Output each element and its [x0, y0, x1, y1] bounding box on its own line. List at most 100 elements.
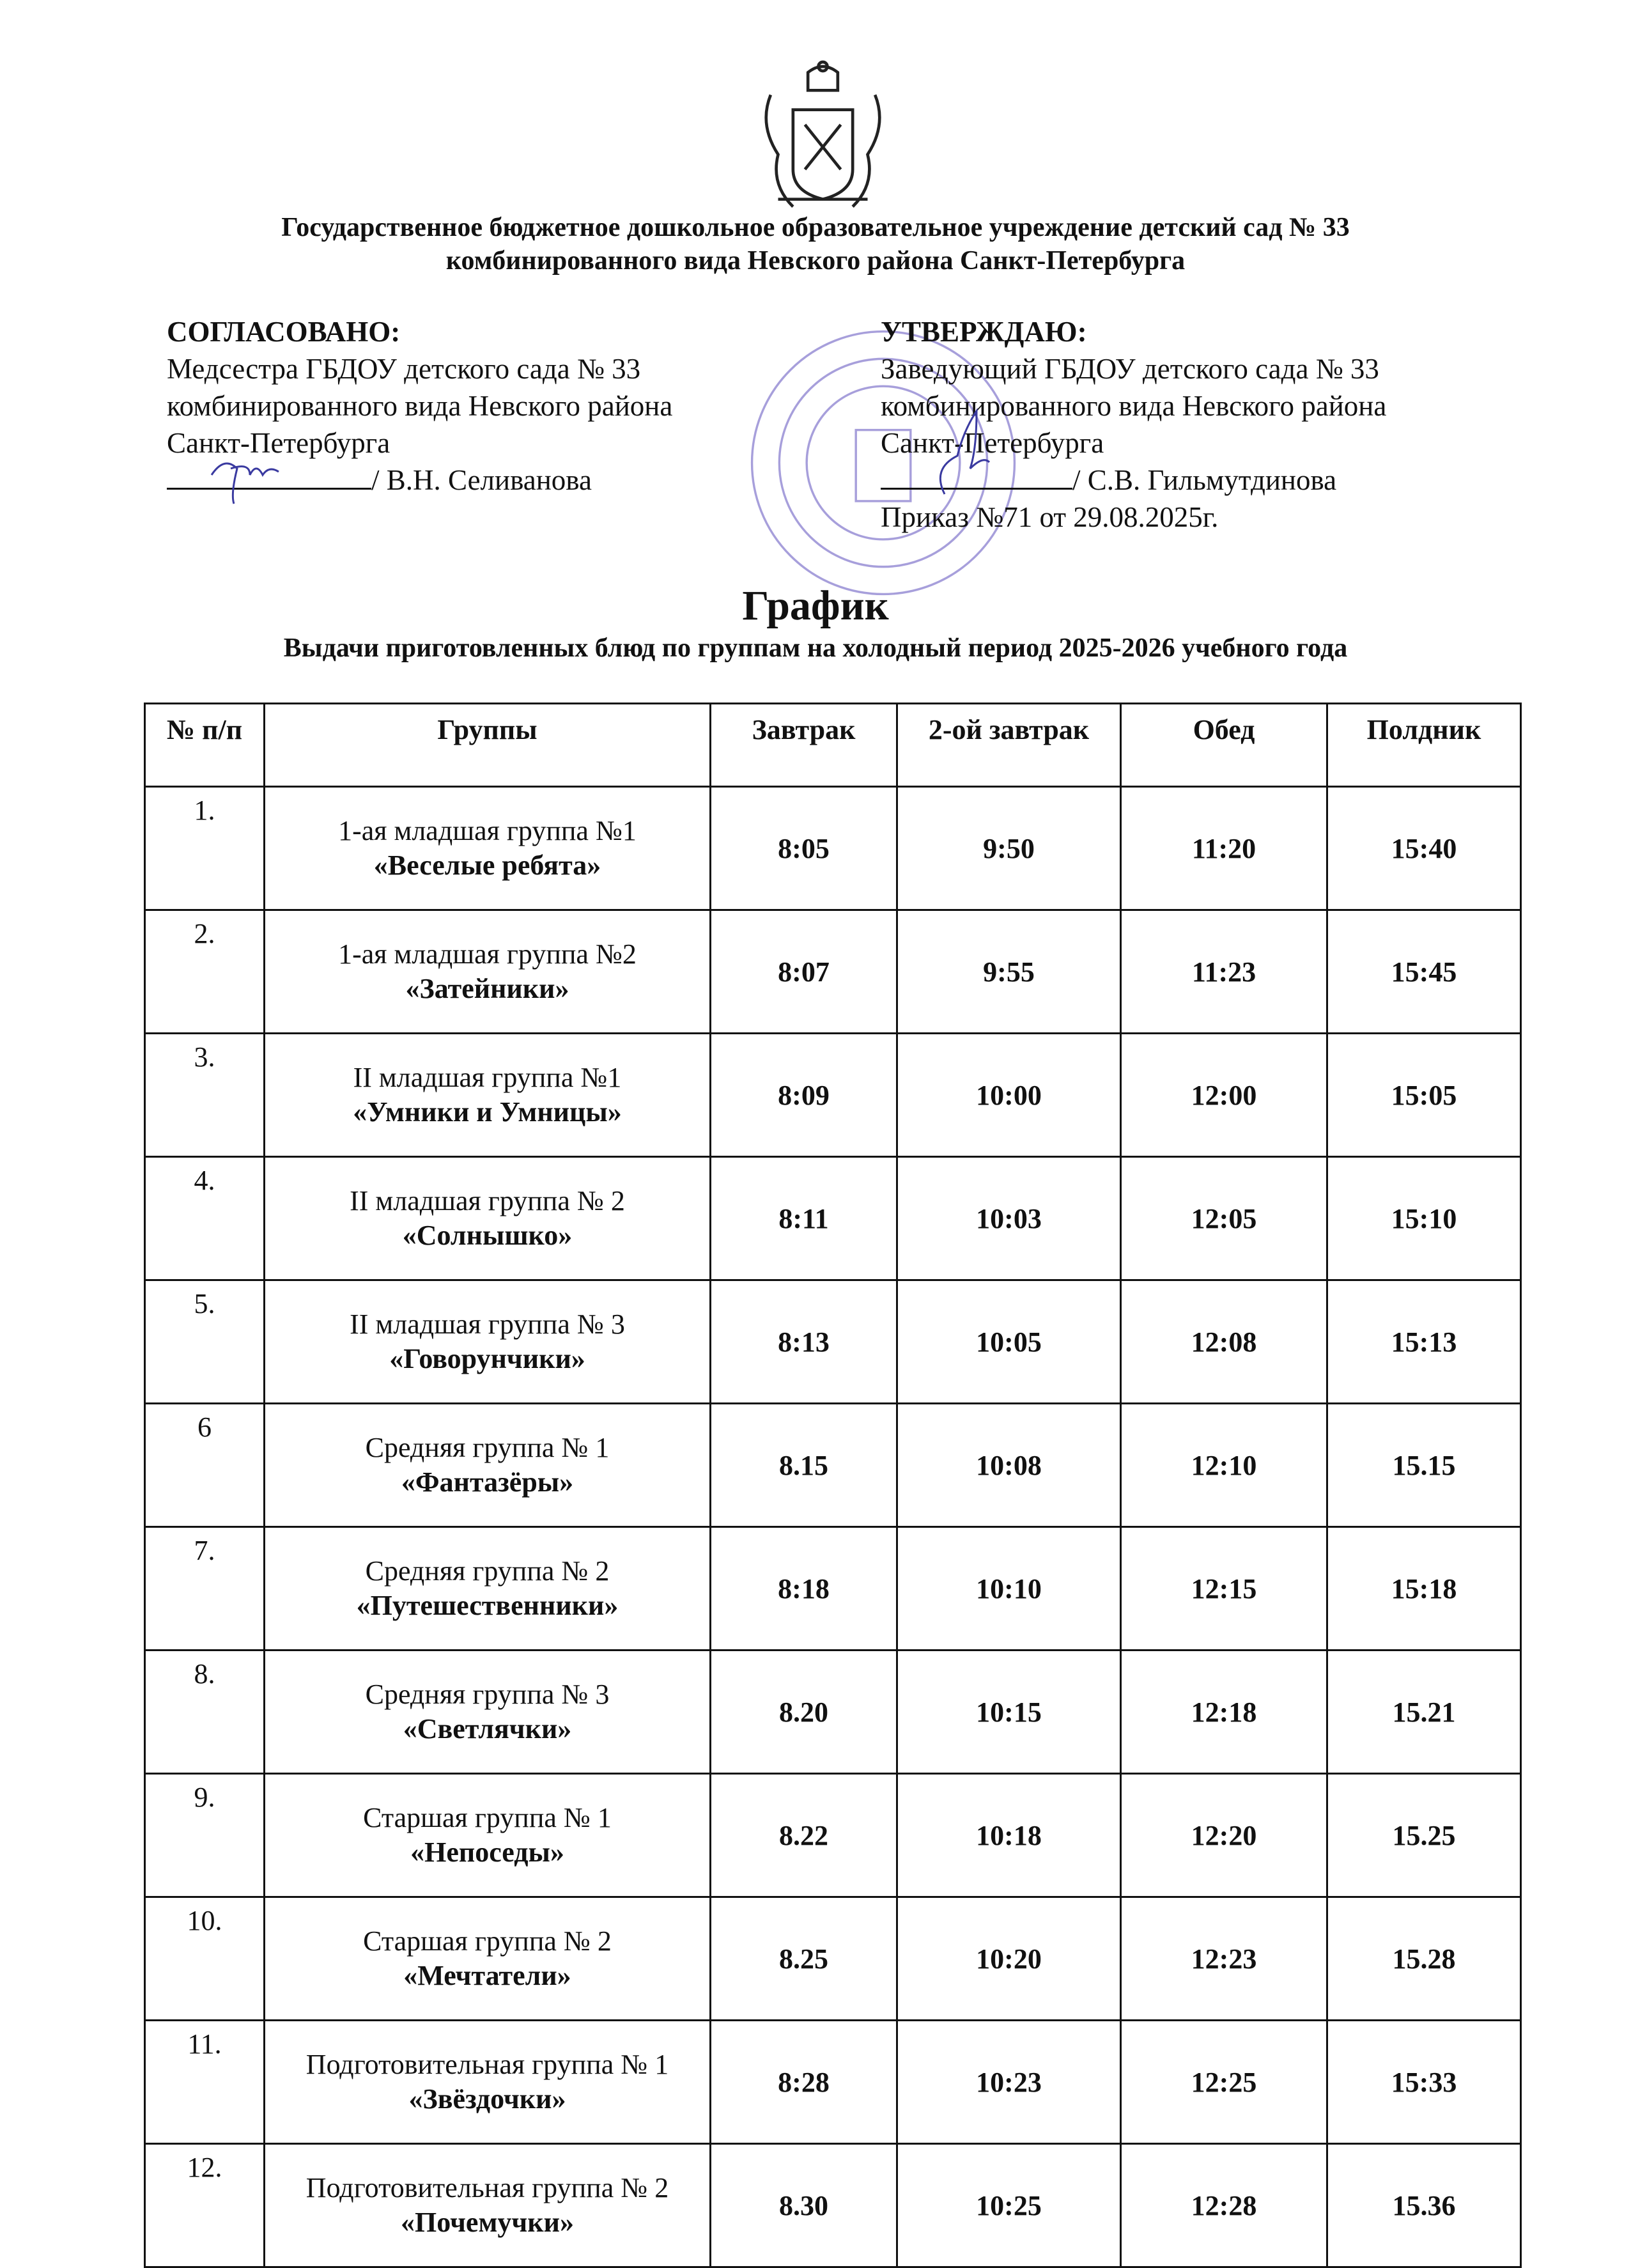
table-row: 11. Подготовительная группа № 1 «Звёздочки… — [144, 2019, 1522, 2145]
lunch-time: 12:25 — [1120, 2019, 1328, 2145]
agreed-line3: Санкт-Петербурга — [167, 427, 390, 459]
snack-time: 15:05 — [1326, 1032, 1522, 1158]
breakfast-time: 8:05 — [709, 786, 898, 911]
row-number: 11. — [144, 2019, 265, 2145]
group-cell: 1-ая младшая группа №1 «Веселые ребята» — [263, 786, 711, 911]
group-cell: Средняя группа № 3 «Светлячки» — [263, 1649, 711, 1775]
approval-order: Приказ №71 от 29.08.2025г. — [881, 501, 1219, 533]
document-subtitle: Выдачи приготовленных блюд по группам на… — [283, 633, 1348, 663]
group-name: «Звёздочки» — [408, 2083, 566, 2115]
institution-name-line2: комбинированного вида Невского района Са… — [445, 246, 1186, 276]
group-label: II младшая группа № 3 — [350, 1309, 625, 1340]
table-row: 9. Старшая группа № 1 «Непоседы» 8.22 10:18 1… — [144, 1773, 1522, 1898]
lunch-time: 12:23 — [1120, 1896, 1328, 2021]
group-cell: Подготовительная группа № 1 «Звёздочки» — [263, 2019, 711, 2145]
group-name: «Умники и Умницы» — [353, 1096, 622, 1128]
group-name: «Солнышко» — [402, 1220, 573, 1251]
table-row: 10. Старшая группа № 2 «Мечтатели» 8.25 10:2… — [144, 1896, 1522, 2021]
breakfast-time: 8.20 — [709, 1649, 898, 1775]
snack-time: 15.25 — [1326, 1773, 1522, 1898]
table-row: 6 Средняя группа № 1 «Фантазёры» 8.15 10:08 1… — [144, 1402, 1522, 1528]
second-breakfast-time: 10:03 — [896, 1156, 1122, 1281]
group-cell: II младшая группа № 3 «Говорунчики» — [263, 1279, 711, 1404]
group-cell: Подготовительная группа № 2 «Почемучки» — [263, 2143, 711, 2268]
group-label: Подготовительная группа № 1 — [305, 2049, 669, 2080]
lunch-time: 12:00 — [1120, 1032, 1328, 1158]
group-name: «Светлячки» — [403, 1713, 572, 1744]
signature-line — [881, 408, 1072, 495]
row-number: 1. — [144, 786, 265, 911]
row-number: 4. — [144, 1156, 265, 1281]
column-header-number: № п/п — [144, 703, 265, 788]
group-label: Старшая группа № 2 — [363, 1925, 612, 1957]
agreed-heading: СОГЛАСОВАНО: — [167, 316, 401, 348]
table-row: 2. 1-ая младшая группа №2 «Затейники» 8:07 9… — [144, 909, 1522, 1034]
lunch-time: 12:08 — [1120, 1279, 1328, 1404]
breakfast-time: 8.22 — [709, 1773, 898, 1898]
lunch-time: 12:28 — [1120, 2143, 1328, 2268]
group-name: «Веселые ребята» — [373, 850, 601, 881]
signature-icon — [939, 408, 991, 495]
group-cell: II младшая группа №1 «Умники и Умницы» — [263, 1032, 711, 1158]
second-breakfast-time: 9:50 — [896, 786, 1122, 911]
approved-block: УТВЕРЖДАЮ: Заведующий ГБДОУ детского сад… — [881, 313, 1386, 536]
group-cell: Средняя группа № 2 «Путешественники» — [263, 1526, 711, 1651]
table-row: 1. 1-ая младшая группа №1 «Веселые ребята»… — [144, 786, 1522, 911]
group-label: II младшая группа № 2 — [350, 1185, 625, 1216]
row-number: 5. — [144, 1279, 265, 1404]
lunch-time: 12:05 — [1120, 1156, 1328, 1281]
agreed-line1: Медсестра ГБДОУ детского сада № 33 — [167, 353, 641, 385]
table-row: 4. II младшая группа № 2 «Солнышко» 8:11 10:… — [144, 1156, 1522, 1281]
snack-time: 15:10 — [1326, 1156, 1522, 1281]
group-name: «Почемучки» — [401, 2207, 574, 2238]
lunch-time: 12:18 — [1120, 1649, 1328, 1775]
agreed-block: СОГЛАСОВАНО: Медсестра ГБДОУ детского са… — [167, 313, 673, 504]
group-label: Средняя группа № 1 — [365, 1432, 610, 1463]
approved-line1: Заведующий ГБДОУ детского сада № 33 — [881, 353, 1379, 385]
second-breakfast-time: 10:20 — [896, 1896, 1122, 2021]
lunch-time: 11:23 — [1120, 909, 1328, 1034]
snack-time: 15:18 — [1326, 1526, 1522, 1651]
group-name: «Путешественники» — [356, 1590, 619, 1621]
agreed-line2: комбинированного вида Невского района — [167, 390, 673, 422]
group-name: «Говорунчики» — [389, 1343, 585, 1374]
breakfast-time: 8.30 — [709, 2143, 898, 2268]
approved-signatory: / С.В. Гильмутдинова — [1072, 464, 1337, 496]
group-label: 1-ая младшая группа №2 — [338, 938, 637, 970]
snack-time: 15.15 — [1326, 1402, 1522, 1528]
group-label: Средняя группа № 3 — [365, 1679, 610, 1710]
breakfast-time: 8.15 — [709, 1402, 898, 1528]
group-cell: Средняя группа № 1 «Фантазёры» — [263, 1402, 711, 1528]
breakfast-time: 8:07 — [709, 909, 898, 1034]
column-header-breakfast: Завтрак — [709, 703, 898, 788]
snack-time: 15.36 — [1326, 2143, 1522, 2268]
breakfast-time: 8:18 — [709, 1526, 898, 1651]
approved-line2: комбинированного вида Невского района — [881, 390, 1387, 422]
table-row: 7. Средняя группа № 2 «Путешественники» 8:1… — [144, 1526, 1522, 1651]
group-label: Старшая группа № 1 — [363, 1802, 612, 1833]
group-name: «Затейники» — [405, 973, 569, 1004]
schedule-table: № п/п Группы Завтрак 2-ой завтрак Обед П… — [144, 703, 1522, 2268]
breakfast-time: 8:13 — [709, 1279, 898, 1404]
document-title: График — [742, 582, 889, 629]
group-label: II младшая группа №1 — [353, 1062, 622, 1093]
breakfast-time: 8:28 — [709, 2019, 898, 2145]
group-name: «Фантазёры» — [401, 1466, 574, 1498]
second-breakfast-time: 10:00 — [896, 1032, 1122, 1158]
group-cell: Старшая группа № 1 «Непоседы» — [263, 1773, 711, 1898]
group-label: Средняя группа № 2 — [365, 1555, 610, 1587]
row-number: 8. — [144, 1649, 265, 1775]
table-row: 3. II младшая группа №1 «Умники и Умницы» 8… — [144, 1032, 1522, 1158]
row-number: 7. — [144, 1526, 265, 1651]
snack-time: 15:13 — [1326, 1279, 1522, 1404]
table-row: 8. Средняя группа № 3 «Светлячки» 8.20 10:15… — [144, 1649, 1522, 1775]
second-breakfast-time: 10:08 — [896, 1402, 1122, 1528]
table-row: 5. II младшая группа № 3 «Говорунчики» 8:13… — [144, 1279, 1522, 1404]
seal-stamp-icon — [750, 330, 1016, 596]
coat-of-arms-icon — [764, 60, 881, 208]
group-label: 1-ая младшая группа №1 — [338, 815, 637, 846]
table-header-row: № п/п Группы Завтрак 2-ой завтрак Обед П… — [144, 703, 1522, 788]
group-name: «Мечтатели» — [403, 1960, 571, 1991]
group-label: Подготовительная группа № 2 — [305, 2172, 669, 2203]
signature-icon — [210, 462, 279, 504]
